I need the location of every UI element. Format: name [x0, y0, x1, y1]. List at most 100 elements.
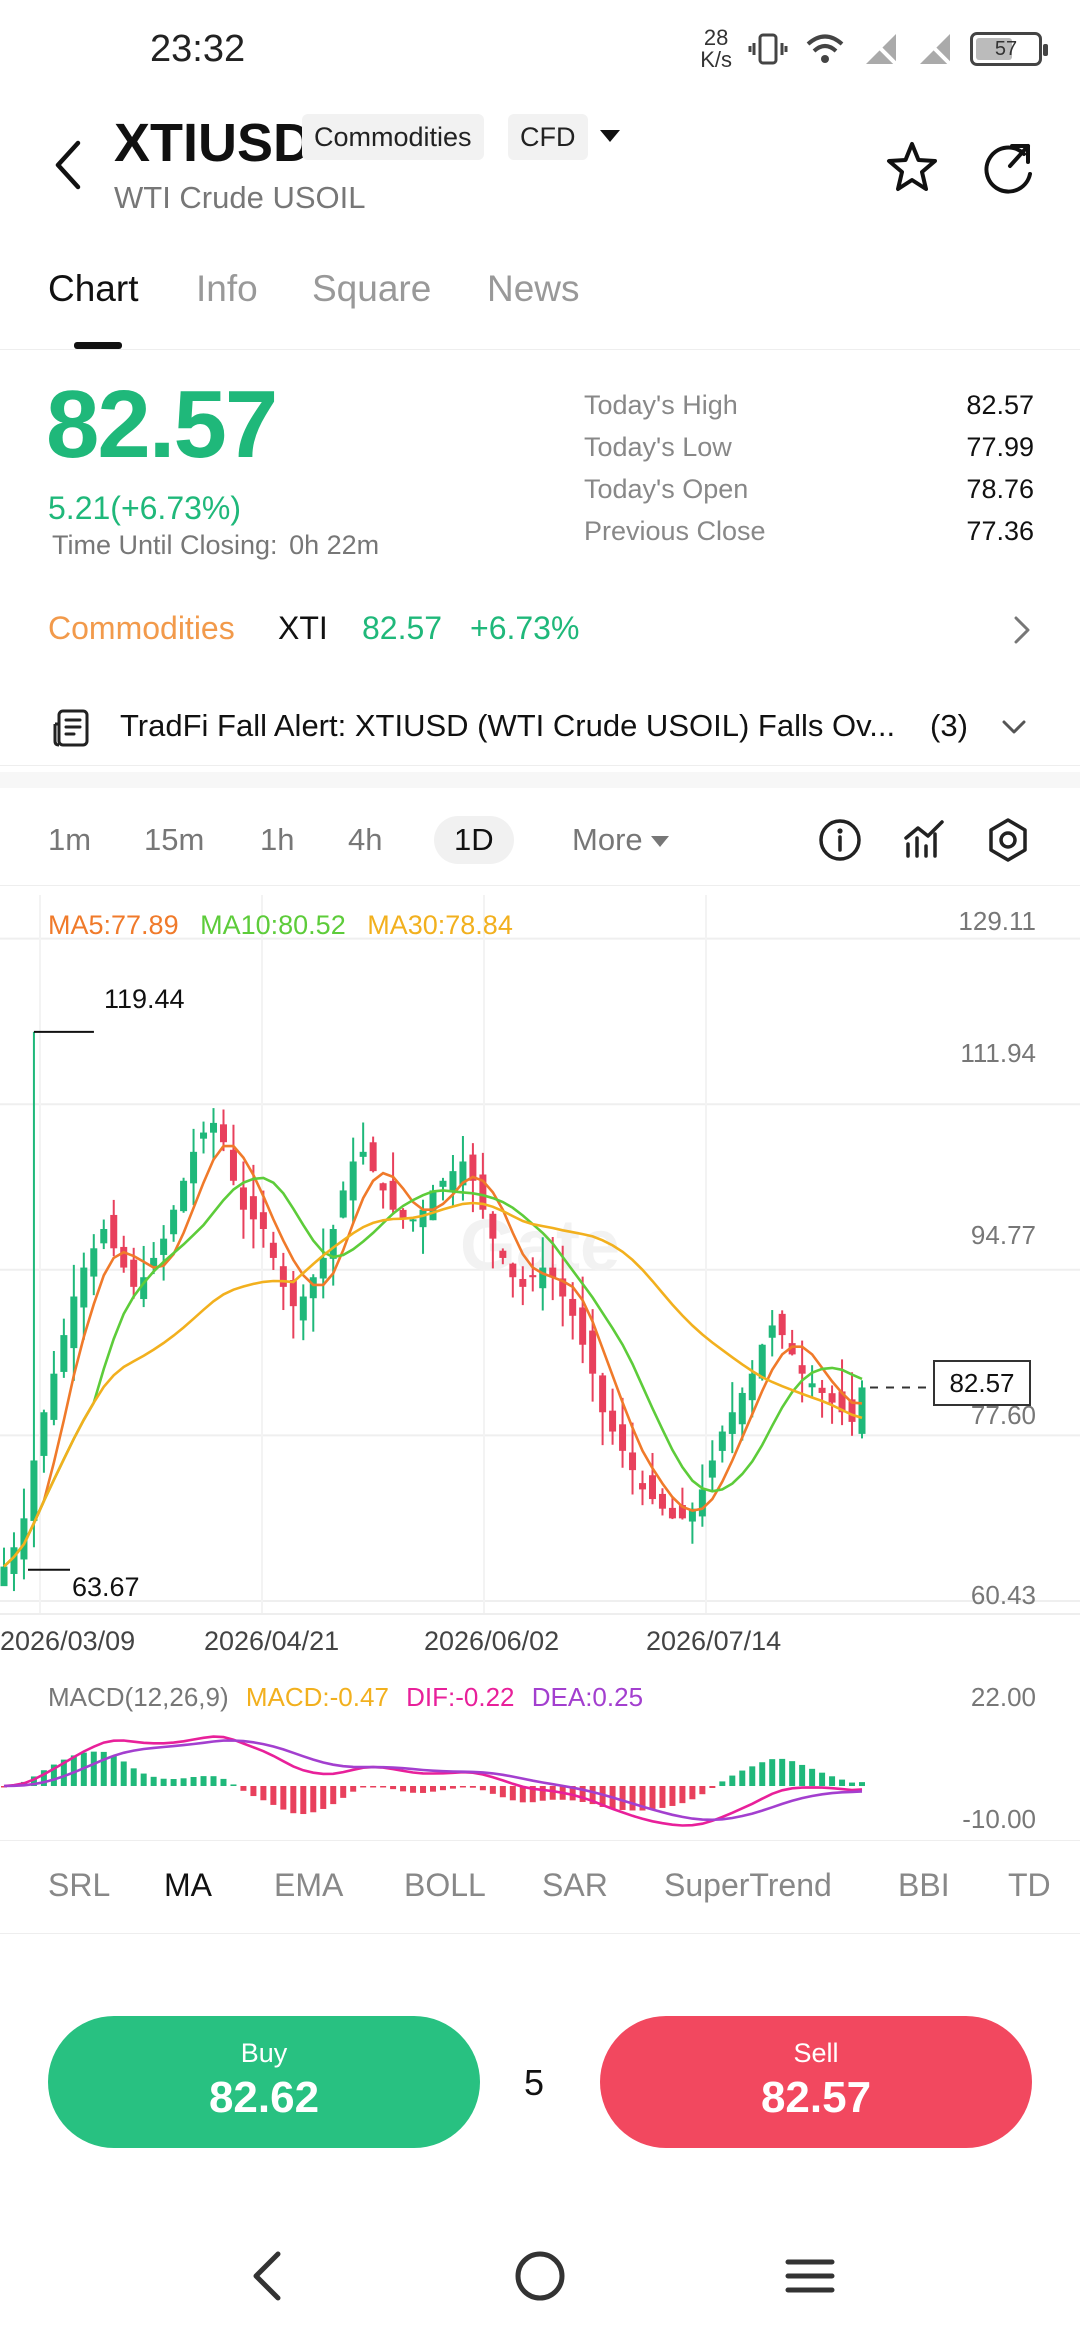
info-icon[interactable]	[814, 814, 866, 866]
candle-down	[668, 1507, 676, 1519]
candle-up	[808, 1383, 816, 1388]
macd-histogram-bar	[849, 1782, 856, 1786]
candle-up	[80, 1267, 88, 1308]
candle-up	[728, 1412, 736, 1434]
candle-up	[299, 1296, 307, 1321]
candle-down	[828, 1393, 836, 1403]
macd-histogram-bar	[549, 1786, 556, 1800]
chevron-down-icon[interactable]	[996, 712, 1032, 742]
candle-down	[848, 1399, 856, 1422]
macd-histogram-bar	[150, 1776, 157, 1786]
macd-histogram-bar	[240, 1786, 247, 1791]
macd-histogram-bar	[779, 1758, 786, 1786]
macd-histogram-bar	[70, 1755, 77, 1786]
tab-info[interactable]: Info	[196, 268, 258, 309]
macd-histogram-bar	[280, 1786, 287, 1810]
nav-back-icon[interactable]	[240, 2246, 300, 2306]
section-divider	[0, 772, 1080, 788]
indicator-boll[interactable]: BOLL	[404, 1867, 486, 1903]
vibrate-icon	[748, 33, 788, 65]
candle-down	[629, 1452, 637, 1471]
stat-label: Previous Close	[584, 516, 766, 546]
indicator-td[interactable]: TD	[1008, 1867, 1051, 1903]
more-label: More	[572, 822, 643, 857]
indicator-supertrend[interactable]: SuperTrend	[664, 1867, 832, 1903]
alert-count: (3)	[930, 708, 968, 743]
date-axis-label: 2026/03/09	[0, 1626, 136, 1656]
nav-menu-icon[interactable]	[780, 2246, 840, 2306]
candle-up	[60, 1335, 68, 1372]
market-summary-row[interactable]: Commodities XTI 82.57 +6.73%	[0, 596, 1080, 666]
share-icon	[984, 144, 1032, 194]
macd-histogram-bar	[50, 1764, 57, 1786]
macd-histogram-bar	[799, 1764, 806, 1786]
interval-1h[interactable]: 1h	[260, 822, 295, 857]
indicator-ema[interactable]: EMA	[274, 1867, 344, 1903]
interval-15m[interactable]: 15m	[144, 822, 205, 857]
macd-histogram-bar	[639, 1786, 646, 1811]
macd-histogram-bar	[689, 1786, 696, 1800]
buy-price: 82.62	[208, 2073, 320, 2122]
candle-down	[838, 1391, 846, 1413]
battery-level: 57	[994, 37, 1018, 60]
more-intervals-button[interactable]: More	[572, 816, 669, 864]
macd-histogram-bar	[360, 1786, 367, 1788]
tab-news[interactable]: News	[487, 268, 580, 309]
macd-histogram-bar	[529, 1786, 536, 1803]
candlestick-chart[interactable]: Gate	[0, 895, 1080, 1615]
macd-histogram-bar	[789, 1761, 796, 1786]
candle-down	[130, 1259, 138, 1287]
net-speed-value: 28	[703, 25, 729, 50]
macd-histogram-bar	[729, 1775, 736, 1786]
macd-histogram-bar	[230, 1784, 237, 1786]
indicator-icon[interactable]	[898, 814, 950, 866]
stat-row-low: Today's Low 77.99	[584, 432, 1034, 474]
tab-square[interactable]: Square	[312, 268, 432, 309]
tab-chart[interactable]: Chart	[48, 268, 139, 309]
interval-1m[interactable]: 1m	[48, 822, 92, 857]
favorite-button[interactable]	[882, 138, 942, 198]
sell-button[interactable]: Sell 82.57	[600, 2016, 1032, 2148]
last-price-marker: 82.57	[933, 1360, 1031, 1406]
indicator-sar[interactable]: SAR	[542, 1867, 608, 1903]
tag-dropdown-button[interactable]	[598, 128, 622, 149]
candle-up	[329, 1229, 337, 1259]
stat-label: Today's Open	[584, 474, 749, 504]
candle-up	[140, 1277, 148, 1300]
quantity[interactable]: 5	[524, 2062, 545, 2103]
macd-histogram-bar	[439, 1786, 446, 1791]
macd-histogram-bar	[659, 1786, 666, 1808]
macd-legend: MACD(12,26,9) MACD:-0.47 DIF:-0.22 DEA:0…	[48, 1682, 653, 1713]
macd-histogram-bar	[649, 1786, 656, 1810]
share-button[interactable]	[980, 138, 1040, 198]
nav-home-icon[interactable]	[510, 2246, 570, 2306]
interval-1d[interactable]: 1D	[434, 816, 514, 864]
candle-down	[499, 1250, 507, 1258]
indicator-srl[interactable]: SRL	[48, 1867, 111, 1903]
ma5-label: MA5:77.89	[48, 910, 179, 940]
candle-up	[439, 1180, 447, 1187]
macd-histogram-bar	[190, 1777, 197, 1786]
candle-up	[170, 1209, 178, 1235]
candle-down	[648, 1475, 656, 1500]
net-speed: 28 K/s	[700, 27, 732, 71]
candle-down	[678, 1505, 686, 1519]
date-axis-label: 2026/04/21	[204, 1626, 340, 1656]
candle-up	[100, 1229, 108, 1244]
interval-4h[interactable]: 4h	[348, 822, 383, 857]
ma30-label: MA30:78.84	[367, 910, 513, 940]
macd-chart[interactable]	[0, 1668, 1080, 1838]
candle-up	[150, 1257, 158, 1267]
status-icons: 28 K/s 57	[700, 24, 1048, 74]
indicator-ma[interactable]: MA	[164, 1867, 212, 1903]
settings-icon[interactable]	[982, 814, 1034, 866]
candle-down	[549, 1267, 557, 1278]
indicator-bbi[interactable]: BBI	[898, 1867, 950, 1903]
buy-button[interactable]: Buy 82.62	[48, 2016, 480, 2148]
back-button[interactable]	[40, 130, 96, 200]
macd-histogram-bar	[449, 1786, 456, 1789]
alert-row[interactable]: TradFi Fall Alert: XTIUSD (WTI Crude USO…	[0, 690, 1080, 766]
candle-up	[30, 1460, 38, 1521]
candle-up	[748, 1373, 756, 1401]
star-icon	[887, 142, 937, 191]
